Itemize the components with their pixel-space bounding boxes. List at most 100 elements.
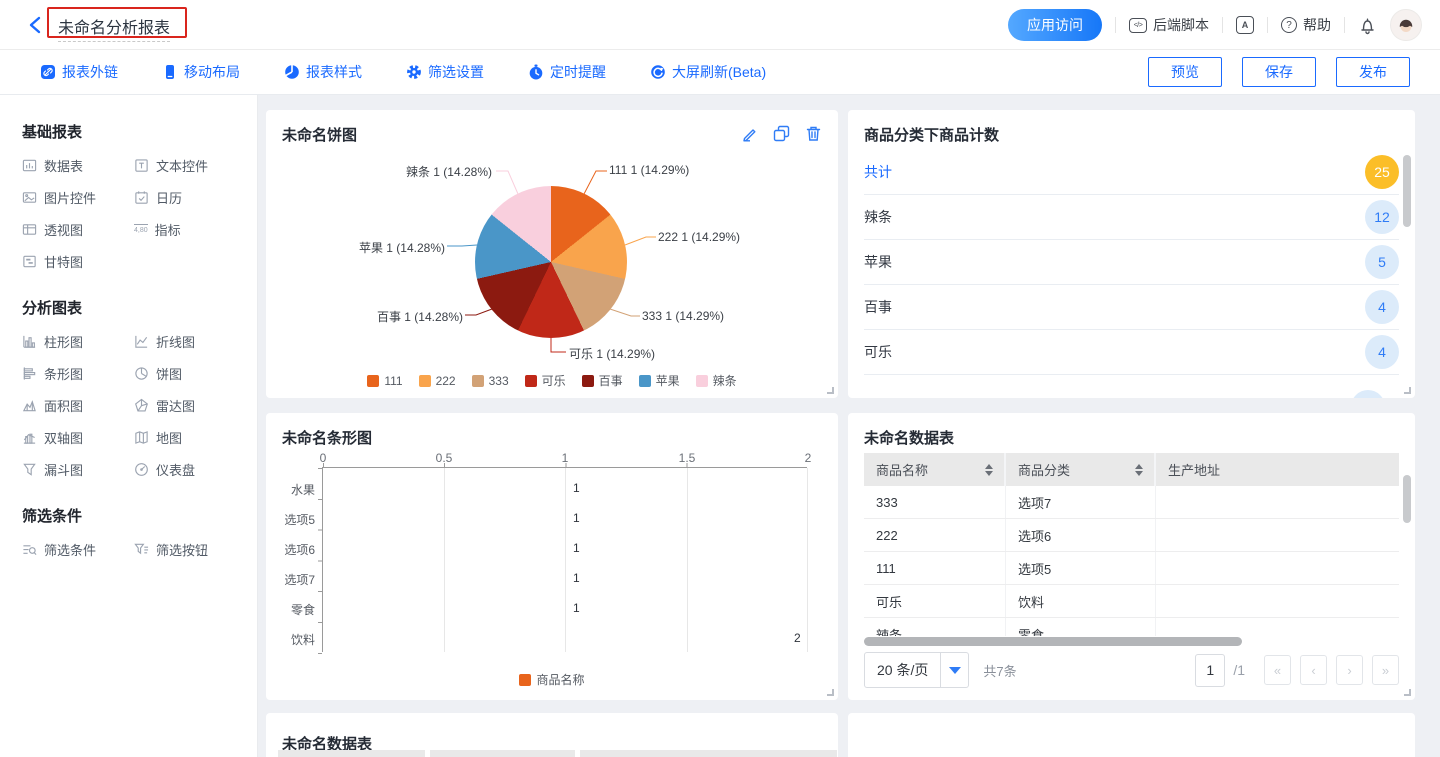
- bottom-data-table-panel[interactable]: 未命名数据表: [266, 713, 838, 757]
- legend-item[interactable]: 333: [471, 372, 509, 389]
- tab-filter-settings[interactable]: 筛选设置: [406, 62, 484, 82]
- app-access-button[interactable]: 应用访问: [1008, 9, 1102, 41]
- copy-icon[interactable]: [773, 125, 790, 142]
- cell: [1156, 585, 1399, 617]
- legend-item[interactable]: 商品名称: [519, 671, 585, 688]
- data-table-panel[interactable]: 未命名数据表 商品名称 商品分类 生产地址 333 选项7 222 选项6 111 选…: [848, 413, 1415, 700]
- tab-report-external-link[interactable]: 报表外链: [40, 62, 118, 82]
- vertical-scrollbar[interactable]: [1403, 475, 1411, 523]
- resize-handle[interactable]: [1404, 387, 1411, 394]
- horizontal-scrollbar[interactable]: [864, 637, 1242, 646]
- empty-widget-panel[interactable]: [848, 713, 1415, 757]
- cell: 222: [864, 519, 1006, 551]
- pie-chart[interactable]: [475, 186, 627, 338]
- first-page-button[interactable]: [1264, 655, 1291, 685]
- resize-handle[interactable]: [1404, 689, 1411, 696]
- tab-label: 筛选设置: [428, 64, 484, 80]
- column-header-product-name[interactable]: 商品名称: [864, 453, 1006, 486]
- tab-fullscreen-refresh[interactable]: 大屏刷新(Beta): [650, 62, 766, 82]
- sidebar-item-line-chart[interactable]: 折线图: [134, 334, 244, 350]
- item-label: 仪表盘: [156, 463, 196, 478]
- legend-item[interactable]: 辣条: [695, 372, 737, 389]
- resize-handle[interactable]: [827, 689, 834, 696]
- sidebar-item-image-widget[interactable]: 图片控件: [22, 190, 134, 206]
- pie-chart-panel[interactable]: 未命名饼图 111 1 (14.29%) 222 1 (14.29%) 333 …: [266, 110, 838, 398]
- legend-item[interactable]: 111: [367, 372, 403, 389]
- delete-icon[interactable]: [805, 125, 822, 142]
- category-count-panel[interactable]: 商品分类下商品计数 共计 25 辣条 12 苹果 5 百事 4: [848, 110, 1415, 398]
- sidebar-item-calendar[interactable]: 日历: [134, 190, 244, 206]
- legend-swatch: [524, 374, 537, 387]
- sidebar-item-gantt[interactable]: 甘特图: [22, 254, 134, 270]
- item-label: 折线图: [156, 335, 196, 350]
- resize-handle[interactable]: [827, 387, 834, 394]
- table-row: 111 选项5: [864, 552, 1399, 585]
- column-header-production-address[interactable]: 生产地址: [1156, 453, 1399, 486]
- prev-page-button[interactable]: [1300, 655, 1327, 685]
- radar-chart-icon: [135, 398, 148, 412]
- mobile-icon: [166, 65, 174, 79]
- pie-slice-label: 百事 1 (14.28%): [376, 310, 463, 324]
- bar-chart-icon: [23, 367, 36, 380]
- count-label: 可乐: [864, 344, 892, 360]
- back-icon[interactable]: [28, 16, 42, 34]
- sidebar-item-funnel-chart[interactable]: 漏斗图: [22, 462, 134, 478]
- bar-chart-panel[interactable]: 未命名条形图 0 0.5 1 1.5 2 水果 选项5 选项6 选项7 零食 饮…: [266, 413, 838, 700]
- table-row: 可乐 饮料: [864, 585, 1399, 618]
- list-item: 可乐 4: [864, 330, 1399, 375]
- page-number-input[interactable]: 1: [1195, 653, 1226, 687]
- sort-icon[interactable]: [985, 463, 994, 476]
- help-button[interactable]: ? 帮助: [1281, 15, 1331, 35]
- translate-button[interactable]: A: [1236, 16, 1254, 34]
- pie-slice-label: 111 1 (14.29%): [609, 163, 690, 177]
- legend-item[interactable]: 苹果: [638, 372, 680, 389]
- sidebar-item-text-widget[interactable]: 文本控件: [134, 158, 244, 174]
- sidebar-item-filter-button[interactable]: 筛选按钮: [134, 542, 244, 558]
- column-header-product-category[interactable]: 商品分类: [1006, 453, 1156, 486]
- column-label: 商品分类: [1018, 463, 1071, 478]
- sidebar-item-column-chart[interactable]: 柱形图: [22, 334, 134, 350]
- page-size-select[interactable]: 20 条/页: [864, 652, 970, 688]
- backend-script-button[interactable]: </> 后端脚本: [1129, 15, 1209, 35]
- sort-icon[interactable]: [1135, 463, 1144, 476]
- publish-button[interactable]: 发布: [1336, 57, 1410, 87]
- tab-scheduled-reminder[interactable]: 定时提醒: [528, 62, 606, 82]
- translate-icon: A: [1236, 16, 1254, 34]
- sidebar-item-map[interactable]: 地图: [134, 430, 244, 446]
- preview-button[interactable]: 预览: [1148, 57, 1222, 87]
- column-header: [278, 750, 425, 757]
- count-label: 百事: [864, 299, 892, 315]
- vertical-scrollbar[interactable]: [1403, 155, 1411, 227]
- sidebar-item-bar-chart[interactable]: 条形图: [22, 366, 134, 382]
- gear-icon: [407, 65, 421, 79]
- image-icon: [22, 192, 37, 203]
- column-header: [580, 750, 837, 757]
- column-chart-icon: [23, 335, 36, 348]
- sidebar-item-filter-condition[interactable]: 筛选条件: [22, 542, 134, 558]
- tab-mobile-layout[interactable]: 移动布局: [162, 62, 240, 82]
- sidebar-item-pivot[interactable]: 透视图: [22, 222, 134, 238]
- next-page-button[interactable]: [1336, 655, 1363, 685]
- section-title-basic-reports: 基础报表: [22, 124, 83, 141]
- notifications-button[interactable]: [1358, 16, 1377, 35]
- sidebar-item-dual-axis-chart[interactable]: 双轴图: [22, 430, 134, 446]
- legend-item[interactable]: 222: [418, 372, 456, 389]
- sidebar-item-data-table[interactable]: 数据表: [22, 158, 134, 174]
- map-icon: [135, 431, 148, 444]
- sidebar-item-gauge[interactable]: 仪表盘: [134, 462, 244, 478]
- legend-swatch: [519, 673, 532, 686]
- last-page-button[interactable]: [1372, 655, 1399, 685]
- sidebar-item-indicator[interactable]: 4,80 指标: [134, 222, 244, 238]
- edit-icon[interactable]: [741, 125, 758, 142]
- sidebar-item-area-chart[interactable]: 面积图: [22, 398, 134, 414]
- divider: [1222, 17, 1223, 33]
- legend-item[interactable]: 百事: [581, 372, 623, 389]
- sidebar-item-radar-chart[interactable]: 雷达图: [134, 398, 244, 414]
- avatar[interactable]: [1390, 9, 1422, 41]
- legend-item[interactable]: 可乐: [524, 372, 566, 389]
- tab-report-style[interactable]: 报表样式: [284, 62, 362, 82]
- table-header: [278, 750, 837, 757]
- save-button[interactable]: 保存: [1242, 57, 1316, 87]
- report-title[interactable]: 未命名分析报表: [58, 14, 171, 42]
- sidebar-item-pie-chart[interactable]: 饼图: [134, 366, 244, 382]
